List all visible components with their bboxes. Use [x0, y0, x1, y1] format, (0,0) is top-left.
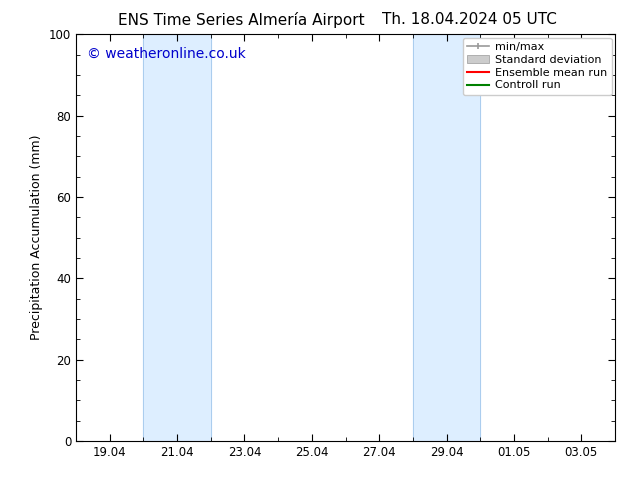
Text: Th. 18.04.2024 05 UTC: Th. 18.04.2024 05 UTC — [382, 12, 557, 27]
Legend: min/max, Standard deviation, Ensemble mean run, Controll run: min/max, Standard deviation, Ensemble me… — [463, 38, 612, 95]
Y-axis label: Precipitation Accumulation (mm): Precipitation Accumulation (mm) — [30, 135, 43, 341]
Bar — [413, 34, 481, 441]
Text: © weatheronline.co.uk: © weatheronline.co.uk — [87, 47, 245, 60]
Text: ENS Time Series Almería Airport: ENS Time Series Almería Airport — [118, 12, 364, 28]
Bar — [143, 34, 210, 441]
